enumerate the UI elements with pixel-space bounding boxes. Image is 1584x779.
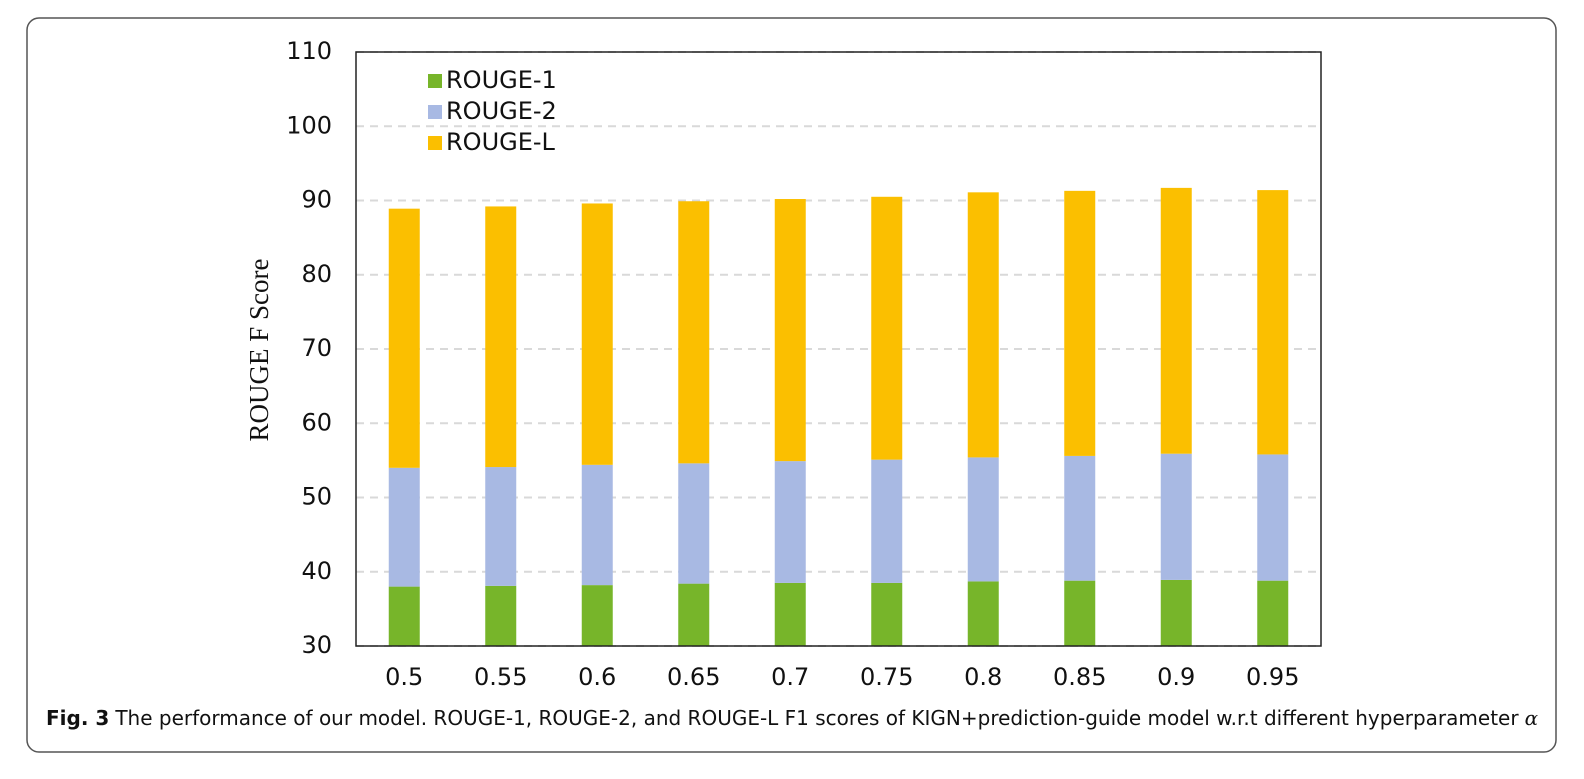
legend-label: ROUGE-1 xyxy=(446,66,557,94)
legend-swatch xyxy=(428,74,442,88)
bar-segment xyxy=(1160,187,1192,454)
bar-segment xyxy=(581,203,613,465)
y-tick-label: 70 xyxy=(301,334,332,362)
caption: Fig. 3 The performance of our model. ROUG… xyxy=(46,706,1539,730)
x-tick-label: 0.6 xyxy=(578,663,616,691)
y-tick-label: 80 xyxy=(301,260,332,288)
bar-segment xyxy=(871,459,903,583)
legend-swatch xyxy=(428,105,442,119)
bar-segment xyxy=(967,581,999,646)
y-axis-label: ROUGE F Score xyxy=(244,258,274,441)
y-tick-label: 40 xyxy=(301,557,332,585)
bar-segment xyxy=(774,461,806,583)
bar-segment xyxy=(774,199,806,462)
y-tick-label: 30 xyxy=(301,631,332,659)
x-tick-label: 0.9 xyxy=(1157,663,1195,691)
x-tick-label: 0.85 xyxy=(1053,663,1106,691)
y-tick-label: 100 xyxy=(286,111,332,139)
bar-segment xyxy=(485,585,517,646)
caption-text: The performance of our model. ROUGE-1, R… xyxy=(114,706,1519,730)
bar-segment xyxy=(581,585,613,646)
bar-segment xyxy=(388,208,420,468)
bar-segment xyxy=(1257,454,1289,581)
bar-segment xyxy=(1257,580,1289,646)
bar-segment xyxy=(485,467,517,586)
bar-segment xyxy=(1064,190,1096,456)
y-tick-label: 60 xyxy=(301,408,332,436)
x-tick-label: 0.55 xyxy=(474,663,527,691)
frame xyxy=(26,17,1557,753)
x-tick-label: 0.7 xyxy=(771,663,809,691)
legend-label: ROUGE-L xyxy=(446,128,556,156)
bar-segment xyxy=(388,586,420,646)
y-tick-label: 110 xyxy=(286,37,332,65)
bar-segment xyxy=(1160,579,1192,646)
caption-label: Fig. 3 xyxy=(46,706,109,730)
x-tick-label: 0.95 xyxy=(1246,663,1299,691)
legend-swatch xyxy=(428,136,442,150)
bar-segment xyxy=(1064,580,1096,646)
x-tick-label: 0.75 xyxy=(860,663,913,691)
bar-segment xyxy=(871,196,903,460)
plot-border xyxy=(355,51,1322,647)
bar-segment xyxy=(581,464,613,586)
bar-segment xyxy=(1064,455,1096,581)
bar-segment xyxy=(678,201,710,464)
bar-segment xyxy=(1257,190,1289,455)
caption-symbol: α xyxy=(1525,706,1539,730)
x-tick-label: 0.5 xyxy=(385,663,423,691)
x-tick-label: 0.8 xyxy=(964,663,1002,691)
bar-segment xyxy=(388,467,420,587)
bar-segment xyxy=(967,192,999,458)
bar-segment xyxy=(871,582,903,646)
bar-segment xyxy=(485,206,517,468)
bar-segment xyxy=(1160,453,1192,580)
bar-segment xyxy=(678,463,710,584)
x-tick-label: 0.65 xyxy=(667,663,720,691)
legend-label: ROUGE-2 xyxy=(446,97,557,125)
bar-segment xyxy=(678,583,710,646)
y-tick-label: 90 xyxy=(301,186,332,214)
bar-segment xyxy=(967,457,999,582)
bar-segment xyxy=(774,582,806,646)
y-tick-label: 50 xyxy=(301,483,332,511)
